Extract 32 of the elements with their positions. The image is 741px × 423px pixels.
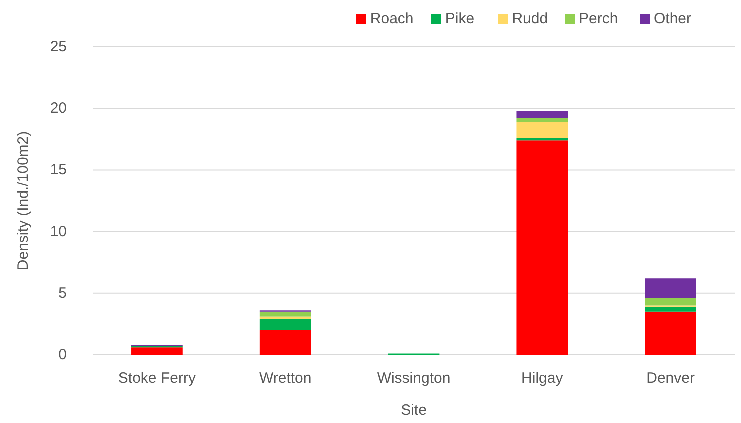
- bar: [260, 319, 312, 330]
- y-axis-title: Density (Ind./100m2): [15, 131, 32, 271]
- x-tick-label: Wissington: [377, 370, 451, 387]
- y-tick-label: 25: [50, 38, 67, 56]
- y-tick-label: 15: [50, 162, 67, 179]
- x-tick-label: Stoke Ferry: [118, 370, 196, 387]
- legend-label: Other: [654, 10, 692, 28]
- bar: [516, 140, 568, 355]
- bar: [645, 278, 696, 298]
- bar: [645, 306, 696, 312]
- x-axis-title: Site: [401, 402, 427, 419]
- bar: [516, 118, 568, 122]
- bar: [132, 348, 183, 355]
- bar: [260, 316, 312, 320]
- bar: [260, 312, 312, 317]
- bar: [516, 122, 568, 138]
- legend-label: Perch: [579, 10, 618, 28]
- x-tick-label: Hilgay: [522, 370, 564, 387]
- bar: [516, 138, 568, 141]
- x-tick-label: Wretton: [259, 370, 312, 387]
- legend-label: Rudd: [512, 10, 548, 28]
- x-tick-label: Denver: [646, 370, 695, 387]
- bar: [645, 298, 696, 306]
- legend-label: Roach: [370, 10, 414, 28]
- y-tick-label: 20: [50, 100, 67, 118]
- y-tick-label: 5: [58, 284, 67, 302]
- bar: [260, 330, 312, 355]
- bar: [645, 312, 696, 355]
- y-tick-label: 0: [58, 346, 67, 364]
- y-tick-label: 10: [50, 223, 67, 240]
- legend-label: Pike: [445, 10, 475, 28]
- bar: [516, 111, 568, 118]
